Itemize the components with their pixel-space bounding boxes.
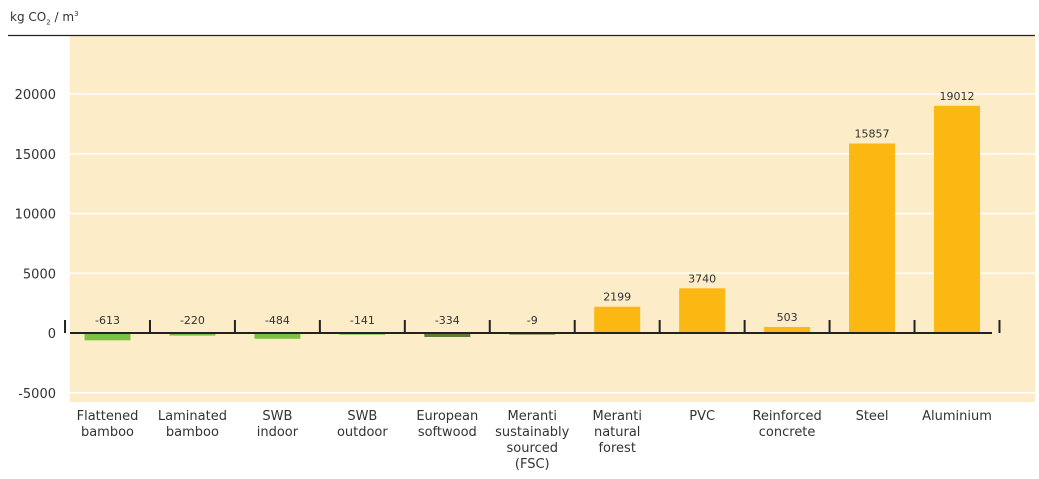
y-tick-label: 5000 [23, 267, 56, 282]
data-label: 19012 [940, 90, 975, 103]
bar [169, 333, 216, 336]
y-axis-unit-label: kg CO2 / m3 [10, 10, 79, 27]
y-tick-label: 15000 [15, 148, 56, 163]
category-label: Meranti natural forest [592, 409, 641, 456]
data-label: 503 [777, 311, 798, 324]
data-label: 15857 [855, 128, 890, 141]
category-label: Laminated bamboo [158, 409, 227, 440]
bar [594, 306, 641, 333]
data-label: -141 [350, 314, 375, 327]
data-label: -613 [95, 314, 120, 327]
y-tick-label: 10000 [15, 208, 56, 223]
data-label: -220 [180, 314, 205, 327]
category-label: PVC [689, 409, 715, 424]
y-tick-label: -5000 [18, 387, 56, 402]
category-label: Meranti sustainably sourced (FSC) [495, 409, 570, 472]
data-label: 3740 [688, 272, 716, 285]
bar [764, 326, 811, 333]
data-label: -9 [527, 314, 538, 327]
bar [849, 143, 896, 333]
category-label: Steel [856, 409, 889, 424]
bar [679, 288, 726, 333]
category-label: Flattened bamboo [77, 409, 139, 440]
bar [84, 333, 131, 341]
category-label: SWB outdoor [337, 409, 388, 440]
bar [424, 333, 471, 337]
y-tick-label: 20000 [15, 88, 56, 103]
bar [254, 333, 301, 339]
data-label: -334 [435, 314, 460, 327]
category-label: Reinforced concrete [752, 409, 821, 440]
data-label: -484 [265, 314, 290, 327]
y-tick-label: 0 [48, 327, 56, 342]
category-label: European softwood [416, 409, 478, 440]
data-label: 2199 [603, 291, 631, 304]
bar [934, 105, 980, 333]
category-label: SWB indoor [257, 409, 299, 440]
category-label: Aluminium [922, 409, 992, 424]
